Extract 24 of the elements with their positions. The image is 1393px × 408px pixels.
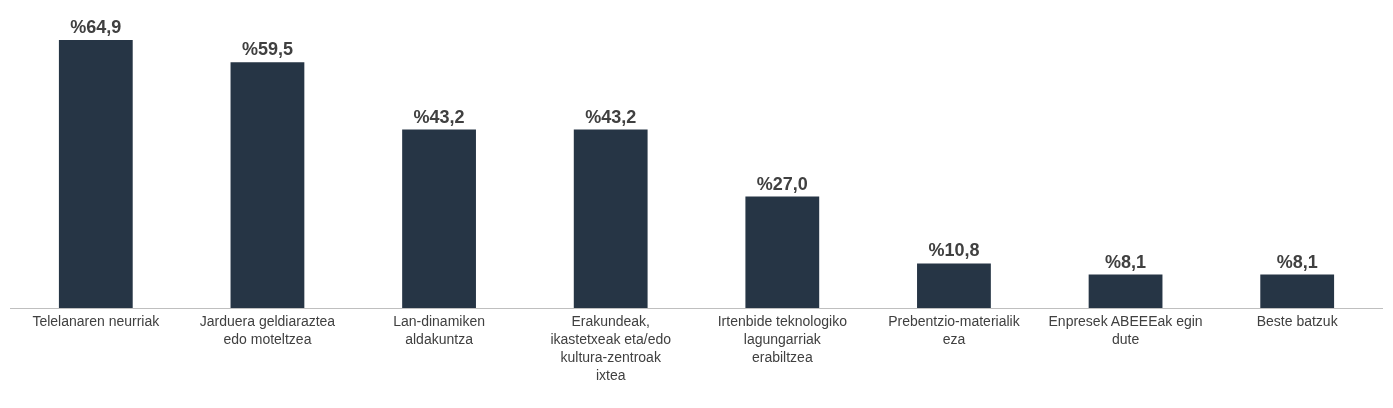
data-label: %64,9 — [70, 17, 122, 37]
bar — [1088, 274, 1163, 308]
x-tick-label: Telelanaren neurriak — [32, 312, 161, 329]
data-label: %59,5 — [241, 39, 293, 60]
data-label: %27,0 — [756, 173, 808, 194]
bar — [1260, 274, 1335, 308]
x-tick-label: Lan-dinamiken aldakuntza — [393, 312, 485, 347]
data-label: %8,1 — [1105, 251, 1147, 272]
data-label: %43,2 — [585, 106, 637, 127]
bar — [917, 263, 991, 308]
bar — [402, 129, 476, 308]
x-tick-label: Irtenbide teknologiko lagungarriak erabiltzea — [717, 312, 848, 366]
x-tick-label: Jarduera geldiaraztea edo moteltzea — [199, 312, 336, 347]
bar — [745, 196, 820, 308]
bar — [230, 62, 305, 308]
x-tick-label: Enpresek ABEEEak egin dute — [1048, 312, 1203, 347]
data-label: %43,2 — [413, 106, 465, 127]
data-label: %10,8 — [928, 240, 980, 261]
x-tick-label: Prebentzio-materialik eza — [888, 312, 1021, 347]
x-tick-label: Erakundeak, ikastetxeak eta/edo kultura-zentroak ixtea — [550, 312, 672, 384]
data-label: %8,1 — [1276, 251, 1318, 272]
x-tick-label: Beste batzuk — [1256, 312, 1339, 329]
bar — [573, 129, 648, 308]
bar — [58, 40, 133, 308]
